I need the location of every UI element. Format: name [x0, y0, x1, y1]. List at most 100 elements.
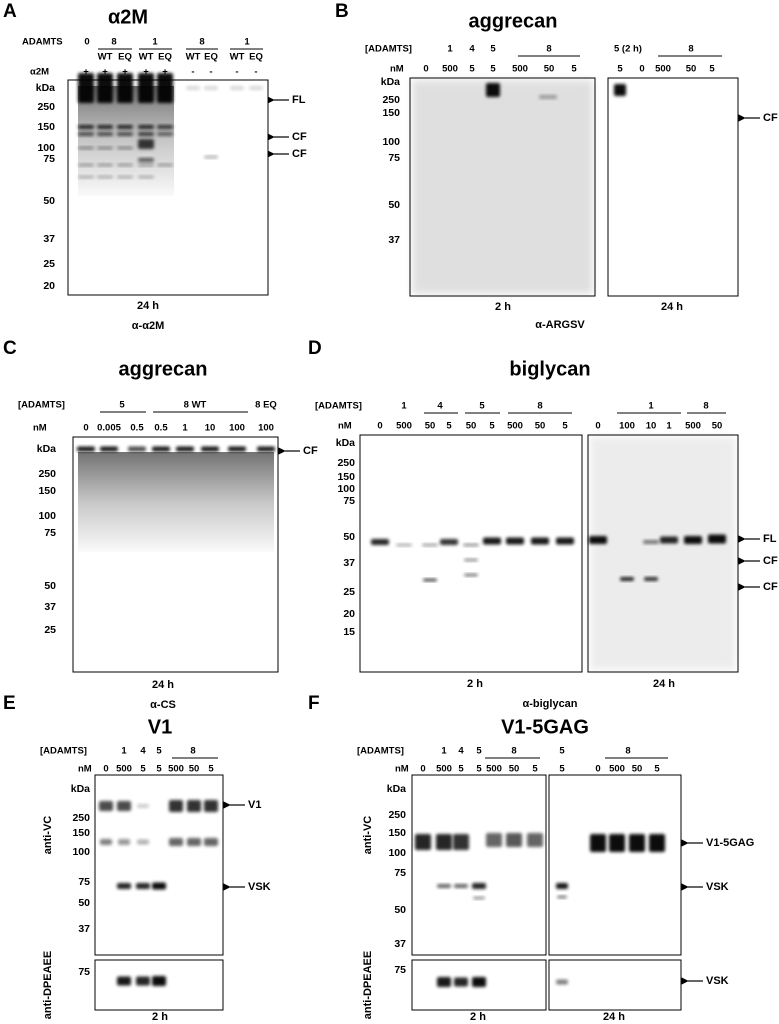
marker-label: 25: [44, 624, 56, 636]
band: [506, 537, 524, 545]
band: [486, 83, 500, 97]
marker-label: 37: [343, 557, 355, 569]
marker-label: 75: [78, 876, 90, 888]
marker-label: 25: [43, 258, 55, 270]
band-annotation: CF: [763, 555, 778, 567]
kda-label: kDa: [387, 783, 406, 795]
band: [228, 446, 246, 452]
band: [137, 804, 149, 808]
lane-label: 100: [229, 423, 245, 434]
band: [464, 558, 478, 562]
antibody-label: α-CS: [150, 699, 176, 711]
lane-label: EQ: [118, 52, 132, 63]
lane-label: 5: [458, 764, 464, 775]
band: [186, 86, 200, 90]
time-label: 24 h: [137, 300, 159, 312]
marker-label: 50: [44, 580, 56, 592]
lane-label: 5: [479, 401, 485, 412]
time-label: 24 h: [661, 301, 683, 313]
lane-label: 8: [199, 37, 204, 48]
lane-label: 8 WT: [184, 400, 207, 411]
lane-label: 500: [655, 64, 671, 75]
band: [78, 132, 94, 136]
band: [78, 146, 94, 150]
row-label: [ADAMTS]: [40, 746, 87, 757]
band: [453, 834, 469, 850]
lane-label: 4: [140, 746, 146, 757]
lane-label: 5: [490, 44, 496, 55]
lane-label: 0: [639, 64, 644, 75]
panel: FV1-5GAG[ADAMTS] 1 4 5 8 5 8nM 0 500 5 5 500 50 5 5 0 50…: [308, 693, 754, 1023]
lane-label: -: [254, 67, 257, 78]
lane-label: 50: [466, 421, 477, 432]
panel: EV1[ADAMTS] 1 4 5 8nM 0 500 5 5 500 50 5kDa25015010…: [3, 693, 271, 1023]
lane-label: 500: [507, 421, 523, 432]
band: [454, 884, 468, 888]
band: [609, 834, 625, 852]
band: [152, 976, 166, 986]
lane-label: 5: [559, 764, 565, 775]
marker-label: 150: [72, 827, 90, 839]
band: [527, 833, 543, 847]
band: [660, 536, 678, 544]
smear: [78, 452, 274, 552]
row-label: nM: [390, 64, 404, 75]
time-label: 2 h: [152, 1011, 168, 1023]
lane-label: 0: [595, 421, 600, 432]
lane-label: EQ: [249, 52, 263, 63]
blot: [548, 774, 682, 956]
band-annotation: VSK: [706, 881, 729, 893]
marker-label: 100: [388, 847, 406, 859]
band: [454, 977, 468, 987]
lane-label: 0: [84, 37, 89, 48]
band: [257, 446, 275, 452]
lane-label: WT: [186, 52, 201, 63]
blot: [548, 959, 682, 1011]
band: [708, 534, 726, 544]
band: [531, 537, 549, 545]
band: [152, 882, 166, 890]
band: [620, 577, 634, 581]
band: [138, 175, 154, 179]
band: [100, 446, 118, 452]
marker-label: 75: [394, 867, 406, 879]
lane-label: 8: [190, 746, 195, 757]
lane-label: 500: [486, 764, 502, 775]
panel-letter: F: [308, 693, 320, 714]
band: [556, 883, 568, 889]
lane-label: 0: [103, 764, 108, 775]
lane-label: 0: [83, 423, 88, 434]
lane-label: 0: [423, 64, 428, 75]
panel-letter: B: [335, 1, 349, 22]
band: [128, 446, 146, 452]
lane-label: WT: [230, 52, 245, 63]
band: [371, 539, 389, 545]
lane-label: 500: [436, 764, 452, 775]
band: [204, 155, 218, 159]
band: [117, 163, 133, 167]
marker-label: 250: [388, 809, 406, 821]
marker-label: 37: [388, 234, 400, 246]
band: [136, 976, 150, 986]
marker-label: 150: [37, 121, 55, 133]
band: [117, 125, 133, 129]
marker-label: 75: [394, 964, 406, 976]
lane-label: 10: [646, 421, 657, 432]
marker-label: 75: [388, 152, 400, 164]
time-label: 24 h: [152, 679, 174, 691]
panel-letter: E: [3, 693, 16, 714]
lane-label: 5: [709, 64, 715, 75]
lane-label: -: [191, 67, 194, 78]
lane-label: +: [162, 67, 168, 78]
marker-label: 50: [78, 897, 90, 909]
lane-label: 0: [420, 764, 425, 775]
blot: [607, 77, 739, 297]
marker-label: 250: [38, 468, 56, 480]
band: [152, 446, 170, 452]
lane-label: 5: [617, 64, 623, 75]
band: [176, 446, 194, 452]
lane-label: 500: [168, 764, 184, 775]
lane-label: 5: [469, 64, 475, 75]
